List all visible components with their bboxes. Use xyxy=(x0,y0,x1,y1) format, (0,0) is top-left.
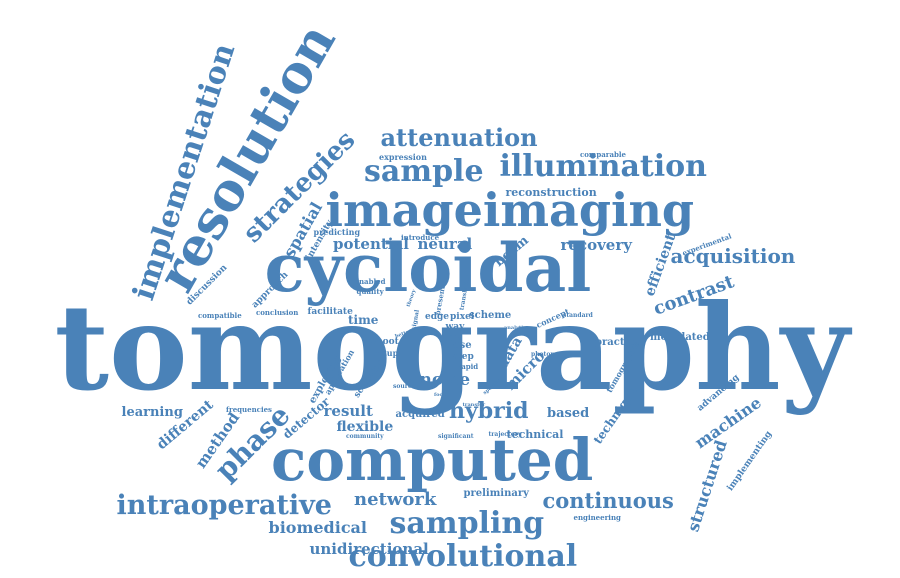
word-conclusion: conclusion xyxy=(256,307,299,317)
word-enabled: enabled xyxy=(354,276,386,286)
word-cycloidal: cycloidal xyxy=(264,229,592,307)
word-dose: dose xyxy=(446,340,472,351)
word-illumination: illumination xyxy=(499,149,707,184)
word-engineering: engineering xyxy=(573,512,621,522)
word-implementing: implementing xyxy=(725,428,774,493)
word-technical: technical xyxy=(506,427,564,441)
word-tissue: tissue xyxy=(403,377,423,384)
word-potential: potential xyxy=(333,234,409,253)
word-transfer: transfer xyxy=(462,401,486,408)
word-sampling: sampling xyxy=(389,506,545,541)
word-pixel: pixel xyxy=(450,311,475,322)
word-reconstruction: reconstruction xyxy=(505,185,597,199)
word-focal: focal xyxy=(434,391,448,398)
word-scheme: scheme xyxy=(469,310,512,321)
word-step: step xyxy=(452,351,474,362)
word-biomedical: biomedical xyxy=(268,518,368,537)
word-quality: quality xyxy=(356,286,384,296)
word-practical: practical xyxy=(595,337,645,348)
word-analytic: analytic xyxy=(504,324,527,331)
word-tomography: tomography xyxy=(54,278,850,417)
word-learning: learning xyxy=(121,404,183,420)
word-neural: neural xyxy=(417,234,473,253)
word-way: way xyxy=(445,321,465,332)
word-source: source xyxy=(393,383,416,390)
word-setup: setup xyxy=(373,348,399,358)
word-intraoperative: intraoperative xyxy=(116,489,332,521)
word-acquisition: acquisition xyxy=(670,244,796,268)
word-standard: standard xyxy=(563,312,593,319)
word-modulated: modulated xyxy=(650,332,710,343)
word-computed: computed xyxy=(271,426,594,494)
word-hybrid: hybrid xyxy=(449,398,529,424)
word-edge: edge xyxy=(425,311,450,322)
word-convolutional: convolutional xyxy=(348,539,578,574)
word-ray: ray xyxy=(442,330,462,344)
word-shoot: shoot xyxy=(371,336,399,347)
word-significant: significant xyxy=(438,433,474,440)
word-recovery: recovery xyxy=(560,235,632,254)
word-expression: expression xyxy=(379,152,427,162)
word-preliminary: preliminary xyxy=(463,488,529,499)
word-introduce: introduce xyxy=(401,232,440,242)
word-compatible: compatible xyxy=(198,310,242,320)
word-noise: noise xyxy=(419,369,471,390)
word-predicting: predicting xyxy=(313,227,361,237)
word-community: community xyxy=(346,433,384,440)
word-continuous: continuous xyxy=(542,487,674,513)
word-structured: structured xyxy=(682,437,731,534)
word-flexible: flexible xyxy=(336,419,394,435)
word-facilitate: facilitate xyxy=(307,306,353,317)
word-imageimaging: imageimaging xyxy=(325,183,695,237)
word-based: based xyxy=(547,405,590,421)
word-attenuation: attenuation xyxy=(380,123,538,152)
word-acquired: acquired xyxy=(395,409,445,420)
word-rapid: rapid xyxy=(457,361,479,371)
word-trajectory: trajectory xyxy=(488,431,522,438)
word-result: result xyxy=(323,401,373,420)
word-sample: sample xyxy=(364,154,484,189)
word-time: time xyxy=(348,313,379,327)
word-unidirectional: unidirectional xyxy=(309,539,429,558)
word-comparable: comparable xyxy=(580,149,626,159)
word-photon: photon xyxy=(531,351,555,358)
word-frequencies: frequencies xyxy=(226,404,272,414)
word-network: network xyxy=(354,489,437,510)
